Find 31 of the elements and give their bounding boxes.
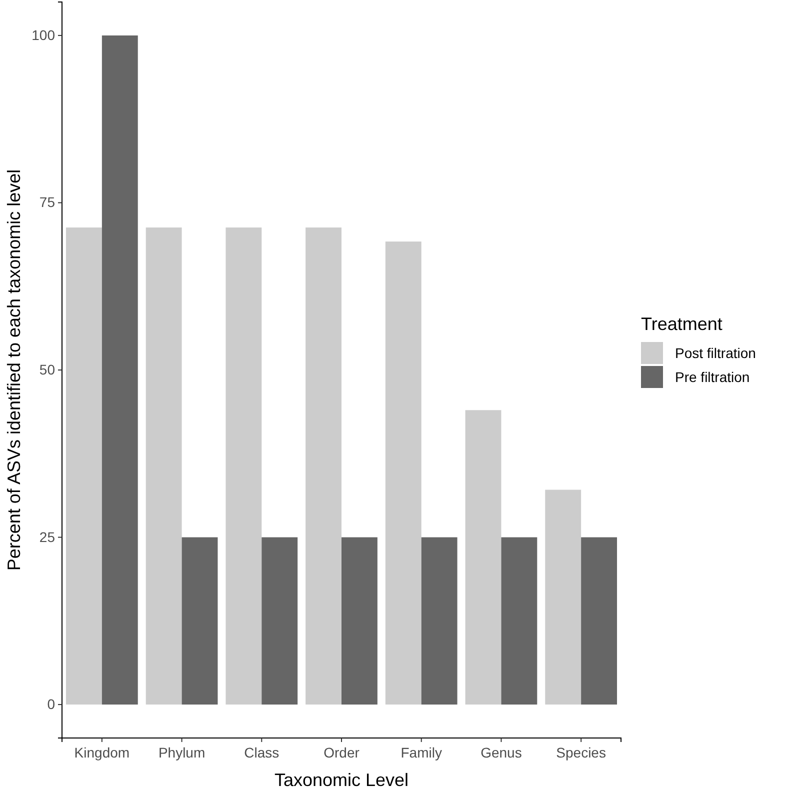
x-tick-label: Class <box>244 744 280 761</box>
y-axis-title: Percent of ASVs identified to each taxonomic level <box>4 169 24 571</box>
bar <box>385 242 422 705</box>
bar <box>226 227 262 705</box>
legend-title: Treatment <box>641 314 722 334</box>
bar <box>545 490 582 705</box>
bar <box>501 537 538 705</box>
bar <box>342 537 378 705</box>
x-tick-label: Family <box>400 744 442 761</box>
bar <box>146 227 182 705</box>
y-tick-label: 75 <box>39 194 56 210</box>
bar <box>66 227 102 705</box>
x-tick-label: Phylum <box>158 744 206 761</box>
bar <box>102 35 138 705</box>
bar <box>262 537 298 705</box>
y-tick-label: 100 <box>32 26 56 43</box>
x-tick-label: Order <box>324 744 360 761</box>
bar <box>306 227 342 705</box>
x-tick-label: Genus <box>480 744 522 761</box>
bar <box>182 537 218 705</box>
bar <box>581 537 618 705</box>
y-tick-label: 0 <box>47 696 56 712</box>
bar <box>465 410 502 705</box>
legend-label: Post filtration <box>675 345 756 361</box>
y-tick-label: 25 <box>39 528 56 545</box>
x-tick-label: Species <box>556 744 606 761</box>
bar <box>421 537 458 705</box>
x-tick-label: Kingdom <box>74 744 130 761</box>
x-axis-title: Taxonomic Level <box>274 770 409 790</box>
legend-label: Pre filtration <box>675 369 750 385</box>
y-tick-label: 50 <box>39 361 56 378</box>
